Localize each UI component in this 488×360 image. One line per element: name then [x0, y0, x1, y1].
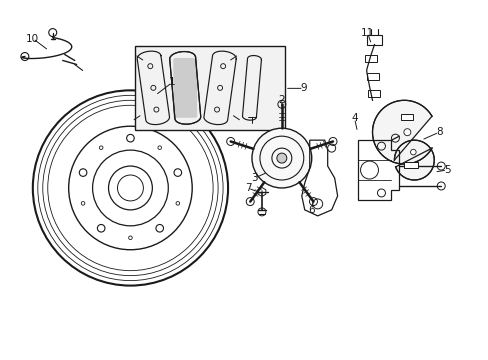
Bar — [404, 162, 417, 168]
Bar — [366, 73, 378, 80]
Text: 3: 3 — [251, 173, 258, 183]
Text: 11: 11 — [360, 28, 373, 37]
Text: 7: 7 — [244, 183, 251, 193]
Bar — [365, 55, 377, 62]
Bar — [135, 45, 285, 130]
Circle shape — [403, 129, 410, 136]
Text: 6: 6 — [308, 205, 314, 215]
Text: 9: 9 — [300, 84, 306, 93]
Text: 10: 10 — [26, 33, 40, 44]
Text: 4: 4 — [350, 113, 357, 123]
Circle shape — [251, 128, 311, 188]
Bar — [367, 90, 379, 97]
Text: 2: 2 — [278, 95, 285, 105]
Circle shape — [276, 153, 286, 163]
FancyBboxPatch shape — [173, 58, 197, 118]
Circle shape — [410, 149, 415, 155]
Polygon shape — [372, 100, 433, 180]
Bar — [366, 35, 382, 45]
Text: 1: 1 — [169, 77, 175, 87]
Text: 5: 5 — [443, 165, 449, 175]
Bar — [401, 114, 412, 120]
Text: 8: 8 — [435, 127, 442, 137]
